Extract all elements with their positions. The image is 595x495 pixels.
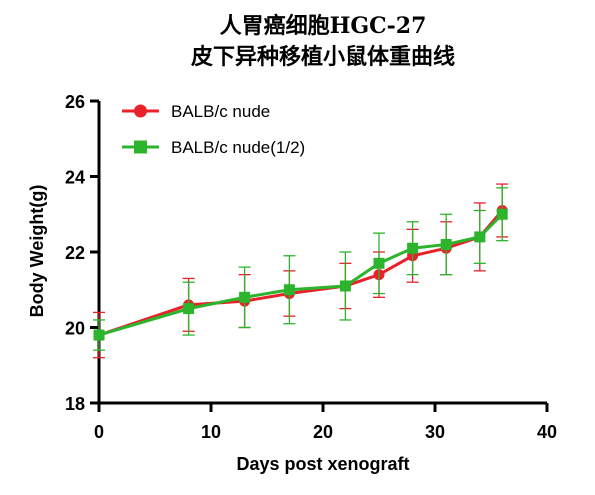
x-axis-label: Days post xenograft xyxy=(236,454,409,474)
legend-swatch-marker xyxy=(134,140,147,154)
y-tick-label: 26 xyxy=(65,92,85,112)
axes: 18 20 22 24 26 0 10 20 30 40 xyxy=(65,92,557,442)
y-tick-label: 18 xyxy=(65,394,85,414)
x-tick-label: 40 xyxy=(537,422,557,442)
data-point xyxy=(440,238,452,250)
data-point xyxy=(407,242,419,254)
data-point xyxy=(339,280,351,292)
data-point xyxy=(373,257,385,269)
legend-item-1: BALB/c nude xyxy=(122,102,270,121)
chart-title-line-1: 人胃癌细胞HGC-27 xyxy=(220,13,427,39)
series-line xyxy=(98,213,504,337)
data-point xyxy=(496,208,508,220)
y-tick-label: 20 xyxy=(65,319,85,339)
series-2 xyxy=(93,187,509,351)
legend-item-2: BALB/c nude(1/2) xyxy=(122,138,305,157)
legend-label: BALB/c nude(1/2) xyxy=(171,138,305,157)
data-point xyxy=(93,329,105,341)
legend-swatch-marker xyxy=(134,104,147,118)
x-tick-label: 0 xyxy=(94,422,104,442)
y-tick-label: 24 xyxy=(65,168,85,188)
data-point xyxy=(474,231,486,243)
y-axis-label: Body Weight(g) xyxy=(27,185,47,318)
x-tick-label: 30 xyxy=(425,422,445,442)
y-tick-label: 22 xyxy=(65,243,85,263)
chart-title-line-2: 皮下异种移植小鼠体重曲线 xyxy=(191,44,455,70)
plot-area xyxy=(93,183,509,359)
data-point xyxy=(239,291,251,303)
data-point xyxy=(183,303,195,315)
x-tick-label: 10 xyxy=(201,422,221,442)
legend: BALB/c nude BALB/c nude(1/2) xyxy=(122,102,305,157)
legend-label: BALB/c nude xyxy=(171,102,270,121)
data-point xyxy=(283,284,295,296)
x-tick-label: 20 xyxy=(313,422,333,442)
